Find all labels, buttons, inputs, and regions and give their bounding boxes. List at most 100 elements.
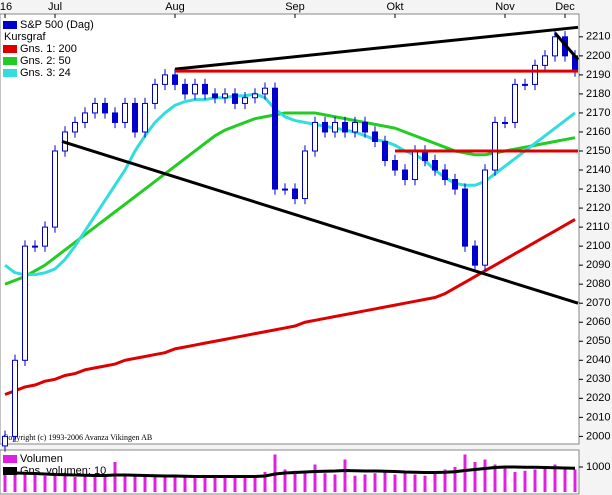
legend-swatch: [3, 21, 17, 29]
volume-bar: [413, 474, 417, 492]
volume-bar: [463, 454, 467, 492]
trend-line: [553, 32, 580, 61]
volume-bar: [573, 469, 577, 492]
candle-body: [222, 93, 228, 99]
volume-bar: [353, 475, 357, 492]
volume-bar: [203, 476, 207, 492]
candle-body: [152, 83, 158, 104]
volume-bar: [253, 477, 257, 492]
candle-body: [542, 55, 548, 66]
candle-body: [512, 83, 518, 123]
x-tick-label: Okt: [386, 1, 403, 13]
volume-bar: [333, 474, 337, 492]
volume-bar: [503, 467, 507, 492]
volume-bar: [53, 474, 57, 492]
volume-bar: [513, 472, 517, 492]
volume-bar: [533, 469, 537, 492]
volume-bar: [473, 462, 477, 492]
candle-body: [22, 245, 28, 361]
candle-body: [322, 121, 328, 133]
y-tick-label: 2110: [586, 221, 610, 233]
x-tick-label: Jul: [48, 1, 62, 13]
y-tick-label: 2190: [586, 69, 610, 81]
legend-swatch: [3, 57, 17, 65]
candle-body: [172, 74, 178, 85]
legend-swatch: [3, 467, 17, 475]
volume-bar: [483, 459, 487, 492]
volume-bar: [393, 474, 397, 492]
volume-bar: [93, 475, 97, 492]
candle-body: [352, 121, 358, 133]
volume-bar: [213, 477, 217, 492]
volume-bar: [153, 475, 157, 492]
candle-body: [162, 74, 168, 85]
candle-body: [242, 97, 248, 104]
legend-swatch: [3, 69, 17, 77]
volume-bar: [193, 477, 197, 492]
x-tick-label: Sep: [285, 1, 305, 13]
volume-bar: [553, 464, 557, 492]
volume-bar: [303, 472, 307, 492]
volume-bar: [423, 475, 427, 492]
y-tick-label: 2020: [586, 392, 610, 404]
volume-bar: [283, 469, 287, 492]
volume-bar: [453, 467, 457, 492]
volume-bar: [173, 477, 177, 492]
candle-body: [52, 150, 58, 228]
y-tick-label: 2100: [586, 240, 610, 252]
volume-bar: [313, 464, 317, 492]
volume-bar: [183, 477, 187, 492]
candle-body: [412, 150, 418, 181]
candle-body: [202, 83, 208, 95]
volume-bar: [73, 477, 77, 492]
y-tick-label: 2170: [586, 107, 610, 119]
y-tick-label: 2160: [586, 126, 610, 138]
candle-body: [482, 169, 488, 266]
candle-body: [92, 102, 98, 114]
legend-label: Gns. volumen: 10: [20, 465, 106, 477]
volume-average: [5, 465, 576, 478]
volume-bar: [33, 474, 37, 492]
legend-label: Volumen: [20, 453, 63, 465]
y-tick-label: 2050: [586, 335, 610, 347]
x-tick-label: '16: [0, 1, 12, 13]
x-tick-label: Nov: [495, 1, 515, 13]
volume-bar: [23, 473, 27, 492]
volume-bar: [223, 475, 227, 492]
volume-bar: [13, 472, 17, 492]
y-tick-label: 2090: [586, 259, 610, 271]
candle-body: [32, 245, 38, 248]
candle-body: [382, 140, 388, 162]
y-tick-label: 2180: [586, 88, 610, 100]
y-tick-label: 2210: [586, 31, 610, 43]
legend-box: [1, 18, 119, 84]
legend-label: Gns. 2: 50: [20, 55, 71, 67]
candle-body: [42, 226, 48, 247]
volume-bar: [143, 477, 147, 492]
y-tick-label: 2120: [586, 202, 610, 214]
candle-body: [2, 435, 8, 447]
copyright: Copyright (c) 1993-2006 Avanza Vikingen …: [3, 433, 152, 442]
candle-body: [502, 121, 508, 124]
volume-bar: [43, 475, 47, 492]
candle-body: [132, 102, 138, 133]
candle-body: [192, 83, 198, 95]
candle-body: [532, 64, 538, 85]
candle-body: [292, 188, 298, 200]
candle-body: [122, 102, 128, 123]
trend-line: [61, 140, 579, 305]
candle-body: [12, 359, 18, 437]
y-tick-label: 2060: [586, 316, 610, 328]
candle-body: [442, 169, 448, 181]
legend-swatch: [3, 45, 17, 53]
candle-body: [312, 121, 318, 152]
moving-average: [4, 111, 576, 286]
volume-bar: [293, 470, 297, 492]
volume-bar: [63, 475, 67, 492]
volume-bar: [563, 467, 567, 492]
candle-body: [342, 121, 348, 133]
legend-swatch: [3, 455, 17, 463]
candle-body: [432, 160, 438, 171]
legend-title: Kursgraf: [4, 31, 47, 43]
candle-body: [232, 93, 238, 104]
